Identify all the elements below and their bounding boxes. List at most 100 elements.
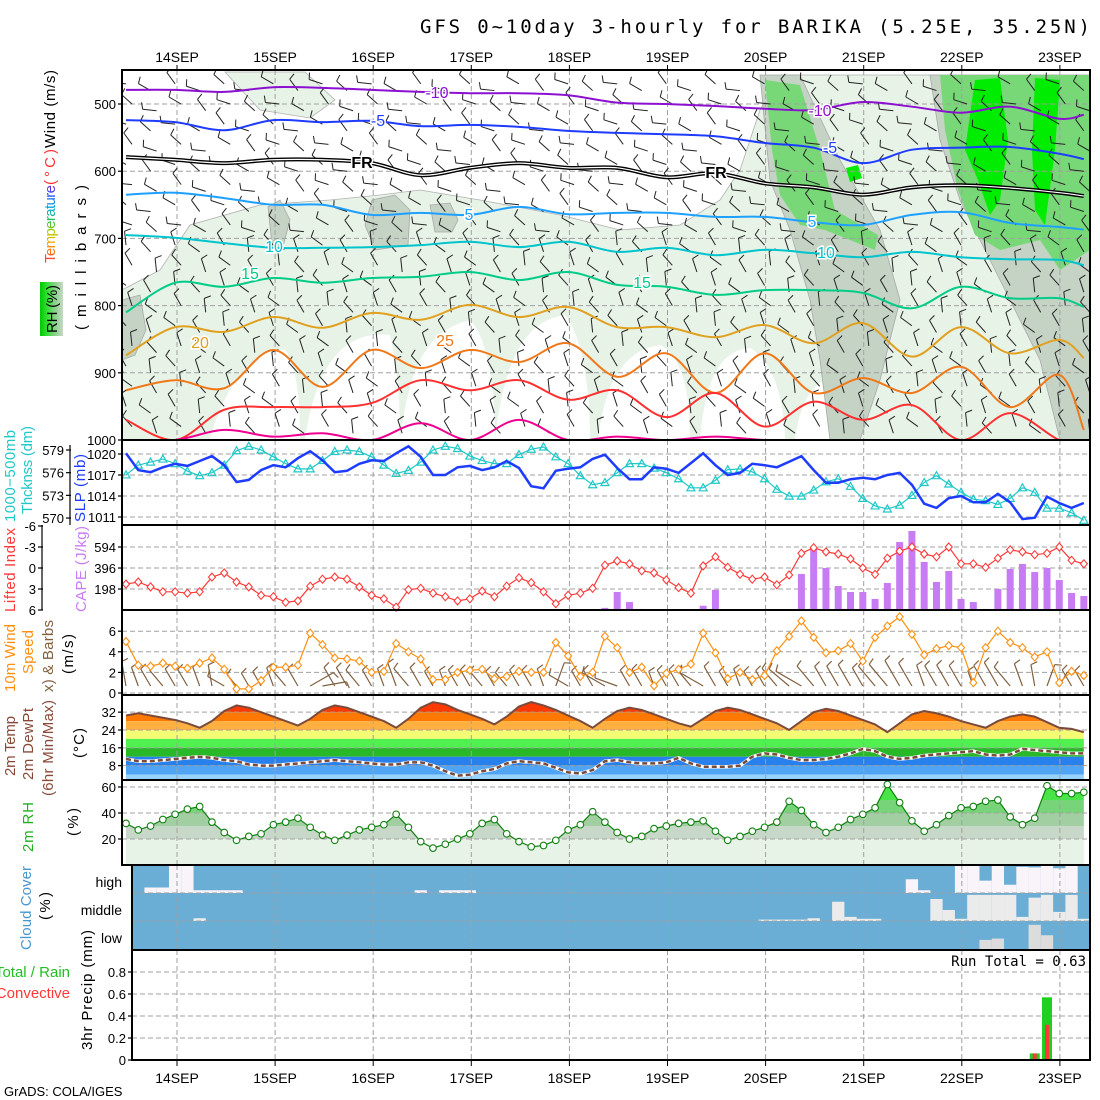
thickness-point [882,503,893,513]
wind-barb-flag [1005,209,1010,216]
wind-barb-flag [1079,274,1086,280]
wind-speed-point [342,654,352,664]
precip-total-legend: Total / Rain [0,964,70,981]
wind-barb-staff [416,254,428,266]
isotherm-line [126,418,1084,440]
wind-barb-flag [562,330,566,338]
wind-barb-flag [1004,290,1008,298]
cape-bar [1080,596,1088,610]
wind-barb-flag [169,411,173,419]
wind-barb [393,668,409,687]
wind-barb-flag [492,234,500,239]
upper-wind-barbs [115,70,1090,434]
wind-barb-staff [468,333,477,347]
wind-barb-flag [387,658,394,664]
wind-barb-staff [784,238,790,252]
wind-barb-flag [851,270,855,278]
wind-barb-staff [809,375,821,387]
wind-barb-staff [122,122,127,125]
slp-line [124,444,1085,521]
rh-point [601,818,609,826]
rh-point [208,818,216,826]
wind-barb-flag [484,182,487,190]
wind-barb-staff [510,102,526,105]
wind-barb-flag [1027,395,1034,402]
wind-barb-staff [388,146,403,152]
lifted-index-point [207,572,217,582]
wind-barb-flag [828,396,834,403]
wind-barb-flag [517,349,525,353]
wind-barb-staff [776,204,790,212]
wind-barb-staff [636,319,643,333]
wind-barb-flag [923,116,927,125]
wind-barb-staff [1047,236,1060,246]
wind-barb-staff [122,200,127,206]
wind-barb-flag [387,154,393,161]
rh-point [539,841,548,850]
wind-barb-flag [317,348,325,354]
lifted-index-point [477,586,487,596]
wind-barb-flag [509,95,512,103]
lifted-index-point [355,582,364,592]
wind-barb-staff [145,221,157,233]
wind-barb-flag [916,660,923,666]
lifted-index-point [981,562,990,573]
thickness-point [943,478,954,488]
wind-barb-flag [533,356,539,363]
wind-barb-flag [494,666,500,673]
wind-speed-point [514,666,524,677]
cloud-bar-low [1028,924,1041,949]
wind-barb-flag [827,74,832,82]
wind-speed-line [125,615,1085,690]
wind-barb-flag [591,335,597,341]
wind-barb-staff [367,415,378,427]
wind-barb-staff [222,333,231,347]
wind-barb-flag [408,190,411,198]
wind-barb-flag [207,661,215,666]
wind-barb-flag [555,110,559,118]
wind-barb-staff [1024,362,1036,374]
lifted-index-point [956,558,966,569]
wind-barb-flag [585,234,591,241]
wind-barb-flag [609,348,616,355]
wind-barb-flag [115,271,118,278]
wind-barb-flag [166,70,170,73]
wind-barb-flag [342,175,347,183]
wind-barb [936,664,950,687]
wind-barb-staff [806,179,820,186]
lifted-index-point [649,568,659,578]
pressure-tick-label: 700 [94,231,116,246]
wind-barb-flag [339,234,346,241]
wind-barb-staff [348,379,354,394]
wind-barb-staff [389,183,403,192]
wind-barb-flag [316,330,321,338]
wind-barb-staff [806,313,815,327]
wind-barb-flag [993,660,999,668]
wind-barb-staff [271,373,280,387]
wind-barb-flag [228,409,236,414]
wind-barb-flag [959,328,966,335]
wind-barb-staff [434,161,446,172]
wind-barb-staff [465,174,477,186]
wind-barb-staff [391,319,397,333]
thickness-label: 1000−500mb [2,430,19,522]
wind-barb [555,662,565,687]
wind-barb-staff [613,415,624,427]
wind-barb-staff [294,261,305,273]
wind-barb-staff [559,193,569,206]
wind-barb-flag [903,70,907,73]
wind-barb-flag [1080,295,1085,303]
wind-barb-flag [559,187,565,194]
wind-barb-staff [709,136,722,145]
wind-barb-flag [263,95,266,103]
wind-barb-flag [929,217,933,225]
wind-barb [718,670,729,687]
thickness-point [845,481,856,490]
rh-point [527,842,536,851]
wind-barb-staff [878,159,888,172]
wind-barb-staff [824,206,839,212]
wind-barb-staff [756,102,771,105]
cape-bar [1068,593,1076,610]
pressure-tick-label: 800 [94,299,116,314]
